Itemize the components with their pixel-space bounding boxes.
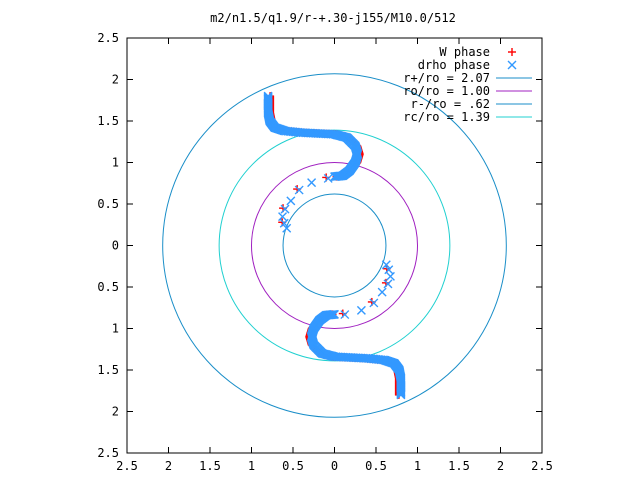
y-tick-label: 0 [112, 239, 119, 253]
legend-label: rc/ro = 1.39 [403, 110, 490, 124]
drho-phase-point [383, 279, 393, 289]
legend-label: r-/ro = .62 [411, 97, 490, 111]
y-tick-label: 2.5 [97, 31, 119, 45]
drho-phase-point [278, 212, 288, 222]
legend-label: ro/ro = 1.00 [403, 84, 490, 98]
drho-phase-point [330, 309, 339, 319]
legend-label: r+/ro = 2.07 [403, 71, 490, 85]
x-tick-label: 2 [497, 459, 504, 473]
reference-circles [162, 73, 507, 418]
legend-label: W phase [439, 45, 490, 59]
drho-phase-point [323, 173, 333, 183]
x-tick-label: 0.5 [282, 459, 304, 473]
drho-phase-point [385, 271, 395, 281]
legend-marker-cross [507, 60, 517, 70]
x-tick-label: 2.5 [531, 459, 553, 473]
y-tick-label: 2 [112, 73, 119, 87]
y-tick-label: 1.5 [97, 363, 119, 377]
drho-phase-point [279, 218, 289, 228]
y-tick-label: 1 [112, 156, 119, 170]
drho-phase-point [286, 196, 296, 206]
chart-title: m2/n1.5/q1.9/r-+.30-j155/M10.0/512 [210, 11, 456, 25]
axis-ticks: 2.5 2 1.5 1 0.5 0 0.5 1 1.5 2 2.52.521.510.500.511… [97, 31, 553, 473]
y-tick-label: 2.5 [97, 446, 119, 460]
x-tick-label: 1.5 [448, 459, 470, 473]
drho-phase-point [280, 204, 290, 214]
drho-phase-point [356, 305, 366, 315]
reference-circle [282, 193, 387, 298]
drho-phase-point [377, 287, 387, 297]
x-tick-label: 1.5 [199, 459, 221, 473]
reference-circle [251, 162, 418, 329]
data-points [263, 91, 406, 400]
drho-phase-point [369, 298, 379, 308]
x-tick-label: 0 [331, 459, 338, 473]
reference-circle [218, 129, 451, 362]
drho-phase-point [294, 185, 304, 195]
drho-phase-point [282, 223, 292, 233]
legend-marker-plus [508, 48, 516, 56]
reference-circle [162, 73, 507, 418]
drho-phase-point [381, 260, 391, 270]
y-tick-label: 1 [112, 322, 119, 336]
y-tick-label: 1.5 [97, 114, 119, 128]
drho-phase-point [330, 172, 339, 182]
legend-label: drho phase [418, 58, 490, 72]
x-tick-label: 2.5 [116, 459, 138, 473]
x-tick-label: 0.5 [365, 459, 387, 473]
drho-phase-point [384, 265, 394, 275]
y-tick-label: 0.5 [97, 197, 119, 211]
y-tick-label: 0.5 [97, 280, 119, 294]
drho-phase-point [340, 310, 350, 320]
drho-phase-point [307, 178, 317, 188]
x-tick-label: 1 [248, 459, 255, 473]
x-tick-label: 1 [414, 459, 421, 473]
x-tick-label: 2 [165, 459, 172, 473]
y-tick-label: 2 [112, 405, 119, 419]
